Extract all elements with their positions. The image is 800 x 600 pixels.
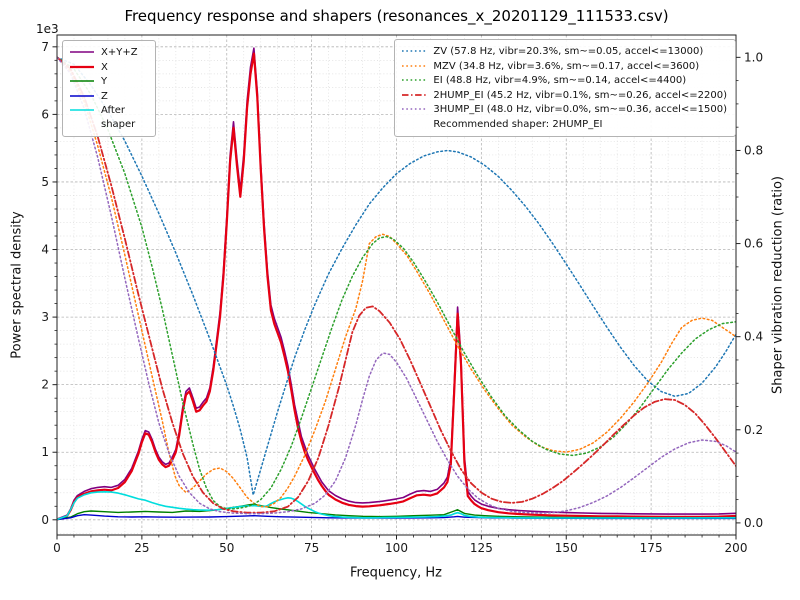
- blank-sample: [401, 120, 427, 128]
- after-shaper-line-sample: [70, 109, 94, 111]
- z-line-sample: [70, 94, 94, 97]
- legend-item-label: 2HUMP_EI (45.2 Hz, vibr=0.1%, sm~=0.26, …: [433, 89, 727, 101]
- tick-label: 0.4: [744, 330, 763, 344]
- legend-item: 2HUMP_EI (45.2 Hz, vibr=0.1%, sm~=0.26, …: [401, 89, 727, 103]
- mzv-line-sample: [402, 64, 427, 67]
- series-after-shaper: [57, 491, 736, 521]
- legend-item: Recommended shaper: 2HUMP_EI: [401, 118, 727, 132]
- tick-label: 100: [385, 541, 408, 555]
- chart-title: Frequency response and shapers (resonanc…: [124, 7, 669, 25]
- legend-item-label: 3HUMP_EI (48.0 Hz, vibr=0.0%, sm~=0.36, …: [433, 104, 727, 115]
- tick-label: 50: [219, 541, 234, 555]
- tick-label: 1.0: [744, 50, 763, 64]
- shaper-legend: ZV (57.8 Hz, vibr=20.3%, sm~=0.05, accel…: [394, 39, 736, 137]
- legend-item-label: X: [101, 61, 108, 73]
- series-x: [57, 52, 736, 521]
- tick-label: 4: [41, 243, 49, 257]
- tick-label: 3: [41, 310, 49, 324]
- tick-label: 0: [41, 513, 49, 527]
- psd-legend: X+Y+Z X Y Z After shaper: [62, 40, 156, 137]
- legend-item: Z: [69, 90, 147, 104]
- legend-item: Y: [69, 75, 147, 89]
- tick-label: 6: [41, 107, 49, 121]
- x-line-sample: [70, 65, 94, 68]
- 3hump_ei-line-sample: [402, 108, 427, 110]
- tick-label: 175: [640, 541, 663, 555]
- left-axis-multiplier: 1e3: [36, 22, 59, 36]
- legend-item: After shaper: [69, 104, 147, 131]
- series-mzv: [57, 56, 736, 508]
- 2hump_ei-line-sample: [402, 93, 427, 96]
- tick-label: 7: [41, 40, 49, 54]
- x-y-z-line-sample: [70, 51, 94, 53]
- tick-label: 0.8: [744, 143, 763, 157]
- tick-label: 5: [41, 175, 49, 189]
- tick-label: 25: [134, 541, 149, 555]
- legend-item: 3HUMP_EI (48.0 Hz, vibr=0.0%, sm~=0.36, …: [401, 103, 727, 117]
- tick-label: 0.2: [744, 423, 763, 437]
- tick-label: 0.0: [744, 516, 763, 530]
- series-3hump_ei: [57, 56, 736, 515]
- tick-label: 1: [41, 445, 49, 459]
- series-zv: [57, 56, 736, 496]
- x-axis-label: Frequency, Hz: [349, 565, 443, 581]
- legend-item-label: ZV (57.8 Hz, vibr=20.3%, sm~=0.05, accel…: [433, 46, 704, 57]
- legend-item-label: After shaper: [101, 105, 136, 130]
- legend-item-label: MZV (34.8 Hz, vibr=3.6%, sm~=0.17, accel…: [433, 60, 700, 72]
- legend-item: MZV (34.8 Hz, vibr=3.6%, sm~=0.17, accel…: [401, 60, 727, 74]
- tick-label: 2: [41, 378, 49, 392]
- legend-item-label: Recommended shaper: 2HUMP_EI: [433, 118, 603, 130]
- series-2hump_ei: [57, 56, 736, 514]
- legend-item: X: [69, 61, 147, 75]
- legend-item: EI (48.8 Hz, vibr=4.9%, sm~=0.14, accel<…: [401, 74, 727, 88]
- legend-item: X+Y+Z: [69, 46, 147, 60]
- legend-item-label: Y: [101, 76, 108, 87]
- tick-label: 150: [555, 541, 578, 555]
- tick-label: 0.6: [744, 237, 763, 251]
- y-line-sample: [70, 80, 94, 82]
- legend-item-label: EI (48.8 Hz, vibr=4.9%, sm~=0.14, accel<…: [433, 75, 687, 86]
- legend-item-label: X+Y+Z: [101, 47, 138, 58]
- tick-label: 200: [725, 541, 748, 555]
- series-y: [57, 503, 736, 521]
- legend-item: ZV (57.8 Hz, vibr=20.3%, sm~=0.05, accel…: [401, 45, 727, 59]
- zv-line-sample: [402, 50, 427, 52]
- tick-label: 0: [53, 541, 61, 555]
- ei-line-sample: [402, 79, 427, 81]
- legend-item-label: Z: [101, 90, 108, 102]
- tick-label: 75: [304, 541, 319, 555]
- tick-label: 125: [470, 541, 493, 555]
